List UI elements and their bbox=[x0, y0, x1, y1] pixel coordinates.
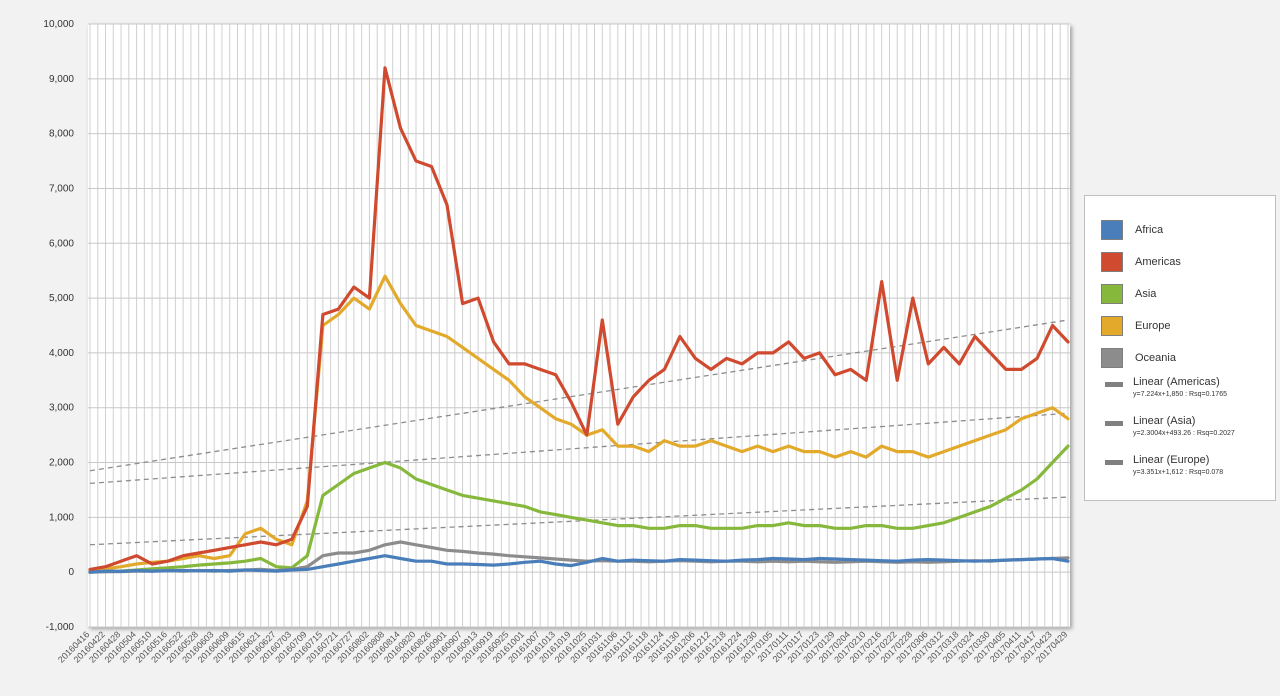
legend-trend-europe[interactable]: Linear (Europe) y=3.351x+1,612 : Rsq=0.0… bbox=[1101, 454, 1275, 491]
y-tick-label: -1,000 bbox=[46, 622, 75, 633]
y-tick-label: 6,000 bbox=[49, 238, 74, 249]
y-tick-label: 8,000 bbox=[49, 129, 74, 140]
y-tick-label: 3,000 bbox=[49, 403, 74, 414]
y-tick-label: 5,000 bbox=[49, 293, 74, 304]
legend-label-europe: Europe bbox=[1135, 320, 1171, 332]
legend-trend-asia[interactable]: Linear (Asia) y=2.3004x+493.26 : Rsq=0.2… bbox=[1101, 415, 1275, 452]
legend-item-asia[interactable]: Asia bbox=[1101, 278, 1275, 310]
series-line-europe bbox=[88, 274, 1070, 573]
legend: Africa Americas Asia Europe Oceania Line… bbox=[1084, 195, 1276, 501]
y-tick-label: 10,000 bbox=[43, 19, 74, 30]
legend-item-oceania[interactable]: Oceania bbox=[1101, 342, 1275, 374]
legend-swatch-asia bbox=[1101, 284, 1123, 304]
legend-swatch-oceania bbox=[1101, 348, 1123, 368]
y-tick-label: 4,000 bbox=[49, 348, 74, 359]
y-tick-label: 7,000 bbox=[49, 183, 74, 194]
legend-trend-americas[interactable]: Linear (Americas) y=7.224x+1,850 : Rsq=0… bbox=[1101, 376, 1275, 413]
trendline bbox=[89, 319, 1069, 472]
trend-swatch-asia bbox=[1105, 421, 1123, 426]
y-tick-label: 2,000 bbox=[49, 458, 74, 469]
legend-swatch-africa bbox=[1101, 220, 1123, 240]
trendline bbox=[89, 412, 1069, 485]
trend-swatch-americas bbox=[1105, 382, 1123, 387]
trend-name-americas: Linear (Americas) bbox=[1133, 376, 1220, 388]
series-line-asia bbox=[88, 444, 1070, 574]
legend-label-americas: Americas bbox=[1135, 256, 1181, 268]
legend-item-africa[interactable]: Africa bbox=[1101, 214, 1275, 246]
series-line-africa bbox=[88, 554, 1070, 574]
legend-swatch-europe bbox=[1101, 316, 1123, 336]
trendline bbox=[89, 496, 1069, 546]
trend-equation-asia: y=2.3004x+493.26 : Rsq=0.2027 bbox=[1133, 430, 1235, 437]
legend-label-africa: Africa bbox=[1135, 224, 1164, 236]
trend-name-asia: Linear (Asia) bbox=[1133, 415, 1196, 427]
y-tick-label: 1,000 bbox=[49, 512, 74, 523]
series-line-americas bbox=[88, 66, 1070, 572]
y-tick-label: 0 bbox=[68, 567, 74, 578]
legend-item-europe[interactable]: Europe bbox=[1101, 310, 1275, 342]
y-tick-label: 9,000 bbox=[49, 74, 74, 85]
trend-equation-europe: y=3.351x+1,612 : Rsq=0.078 bbox=[1133, 469, 1224, 476]
legend-label-oceania: Oceania bbox=[1135, 352, 1176, 364]
trend-name-europe: Linear (Europe) bbox=[1133, 454, 1210, 466]
legend-label-asia: Asia bbox=[1135, 288, 1157, 300]
trend-equation-americas: y=7.224x+1,850 : Rsq=0.1765 bbox=[1133, 391, 1227, 398]
legend-swatch-americas bbox=[1101, 252, 1123, 272]
legend-item-americas[interactable]: Americas bbox=[1101, 246, 1275, 278]
trend-swatch-europe bbox=[1105, 460, 1123, 465]
